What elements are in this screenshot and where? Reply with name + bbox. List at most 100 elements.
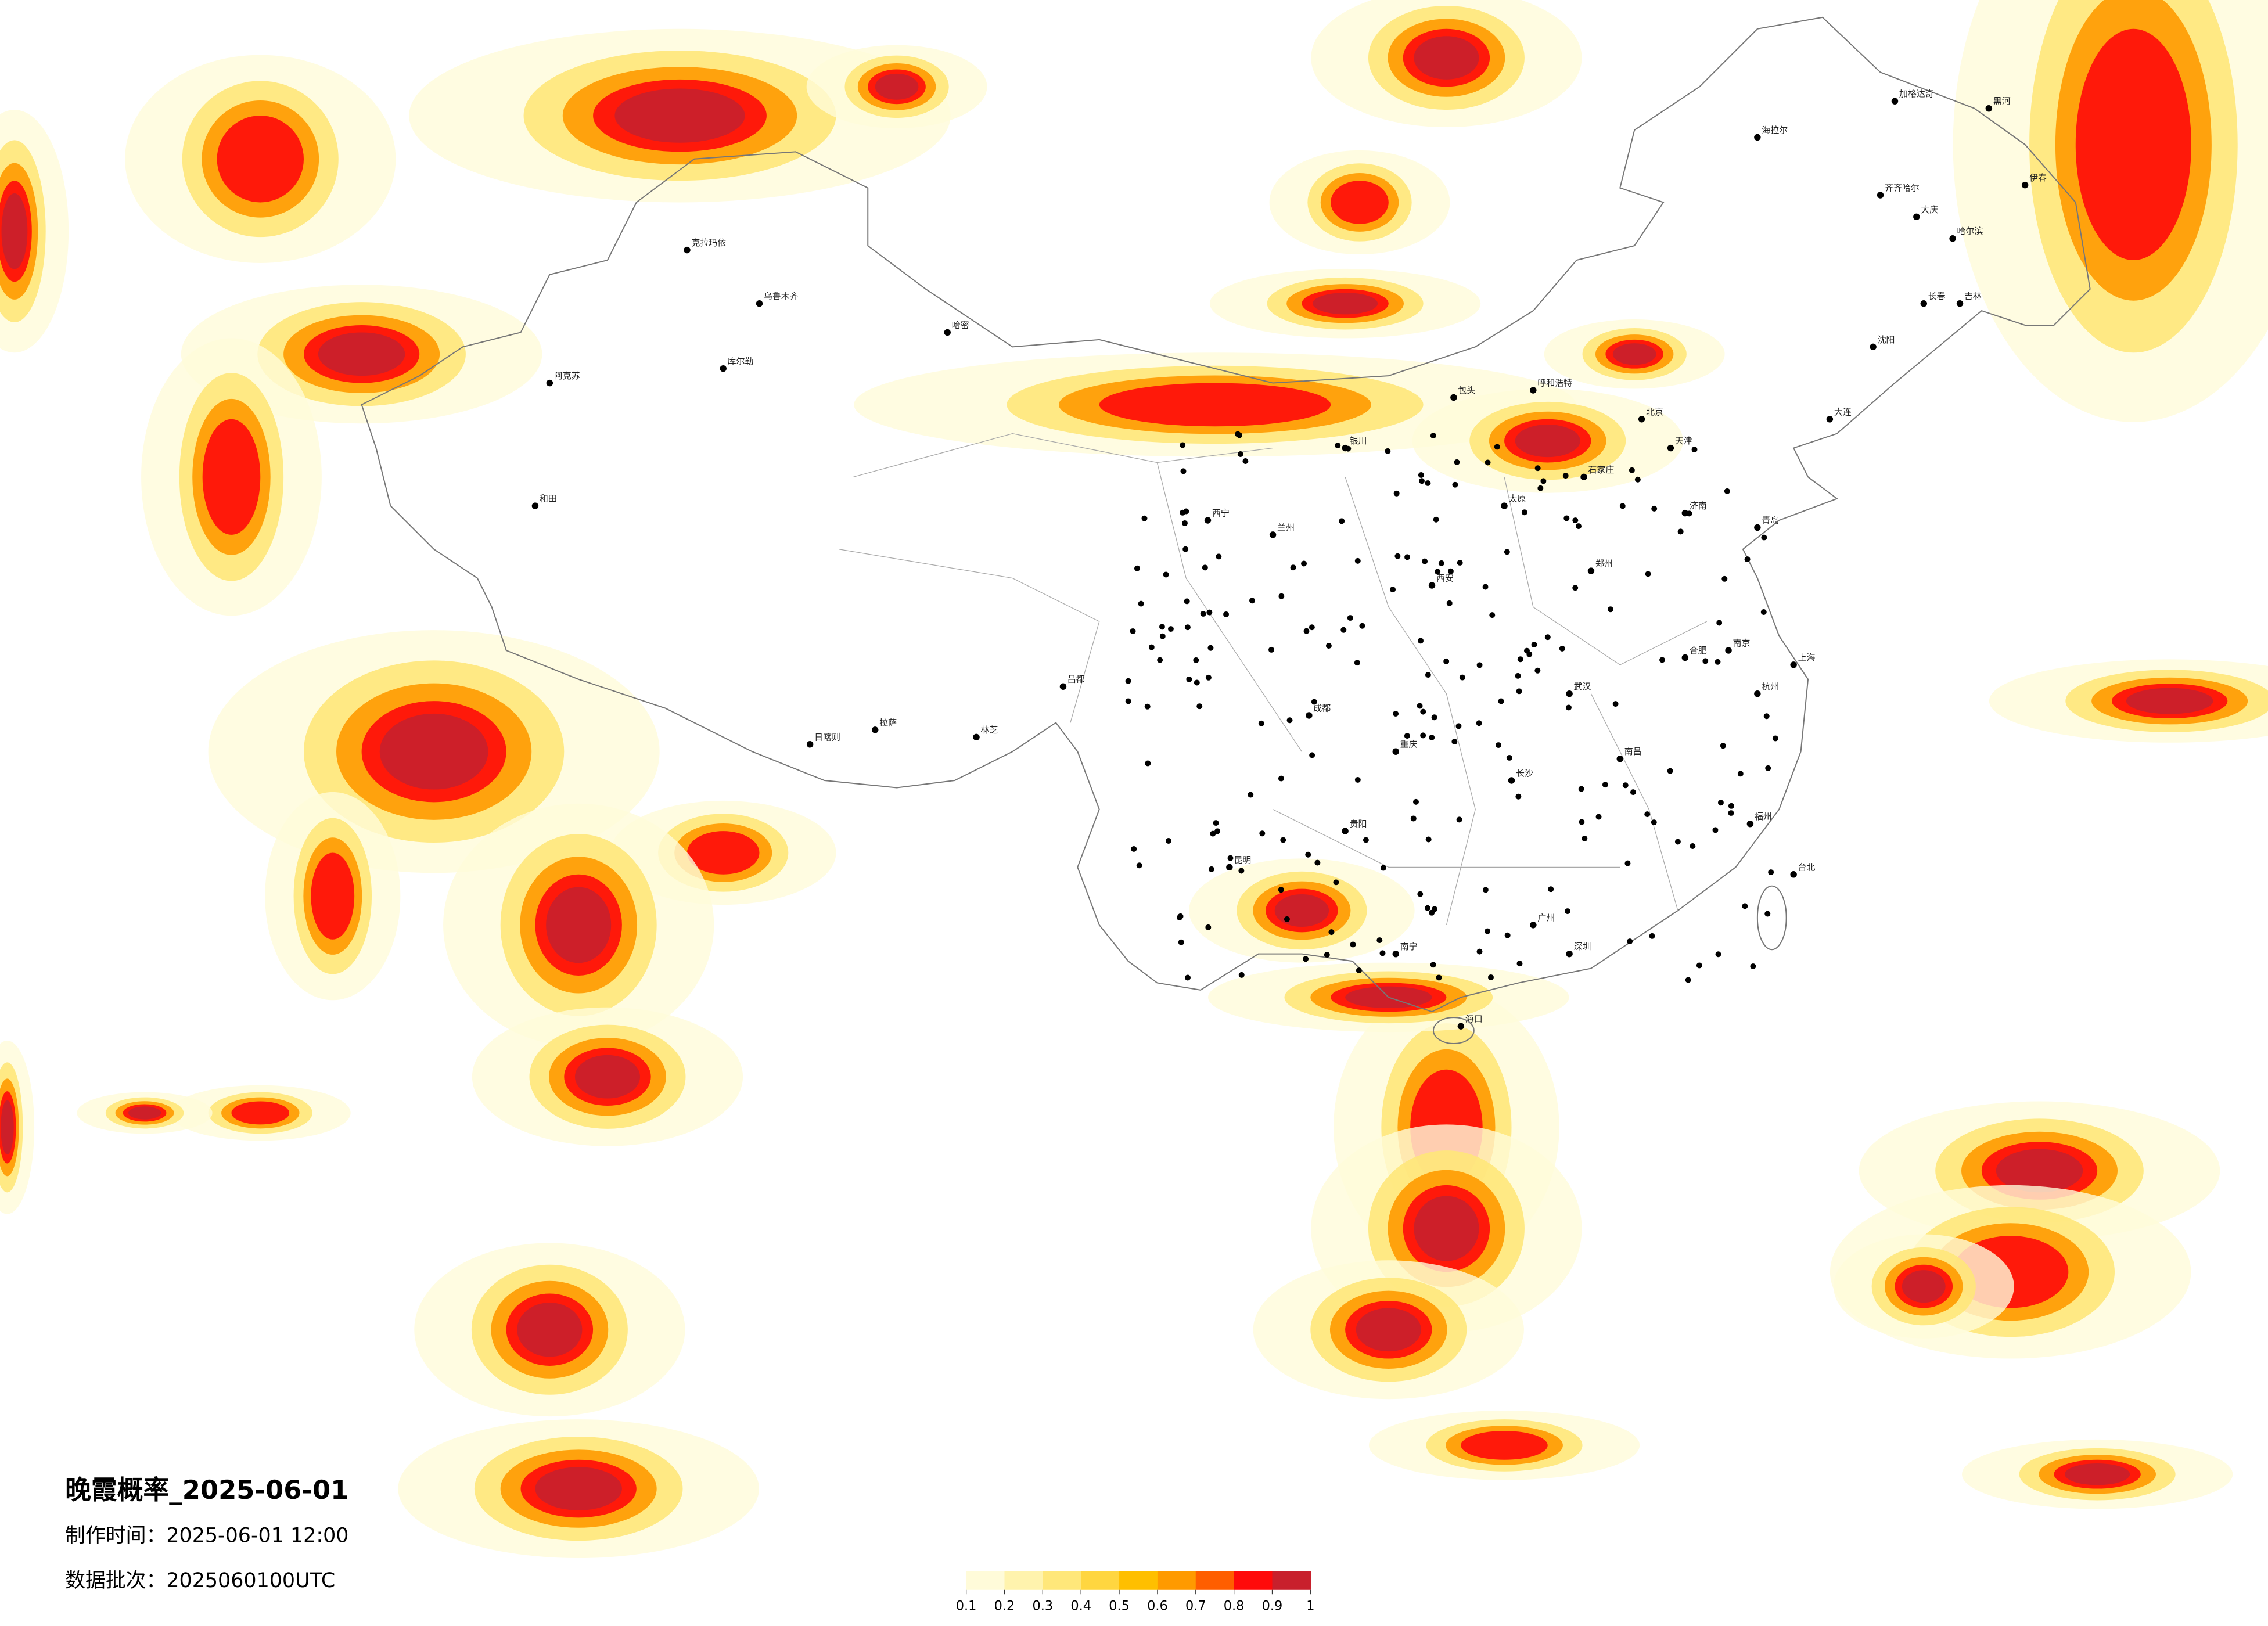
city-dot	[1380, 865, 1386, 871]
city-dot	[1685, 977, 1691, 983]
city-dot	[1607, 606, 1613, 613]
city-label: 郑州	[1595, 559, 1613, 569]
city-dot	[1737, 771, 1744, 777]
city-label: 哈尔滨	[1957, 226, 1983, 236]
city-dot	[1185, 974, 1191, 981]
city-dot	[1715, 659, 1721, 665]
city-dot	[1339, 518, 1345, 524]
map-title: 晚霞概率_2025-06-01	[65, 1474, 348, 1505]
city-dot	[1485, 928, 1491, 934]
city-dot	[1238, 868, 1245, 874]
city-dot	[1438, 560, 1444, 566]
city-dot	[1451, 739, 1458, 745]
city-dot	[1157, 657, 1163, 663]
city-dot	[1181, 520, 1188, 526]
city-dot	[1496, 742, 1501, 749]
city-label: 大连	[1834, 406, 1852, 417]
city-label: 和田	[540, 494, 557, 504]
city-label: 济南	[1690, 501, 1707, 511]
city-dot	[1565, 704, 1572, 711]
city-dot	[1485, 459, 1491, 466]
probability-patch	[535, 1467, 622, 1510]
city-dot	[1530, 387, 1537, 394]
city-dot	[1638, 416, 1645, 423]
city-dot	[1131, 846, 1137, 852]
city-dot	[1196, 703, 1203, 710]
city-dot	[1413, 798, 1419, 805]
city-dot	[1524, 647, 1530, 654]
city-dot	[1630, 789, 1636, 796]
city-dot	[1435, 569, 1441, 575]
city-dot	[1677, 528, 1684, 535]
city-dot	[1476, 662, 1483, 668]
city-dot	[1425, 836, 1432, 843]
city-dot	[1184, 624, 1191, 631]
city-dot	[1404, 733, 1410, 739]
city-label: 吉林	[1964, 291, 1982, 301]
city-dot	[1420, 708, 1426, 715]
city-label: 天津	[1675, 436, 1692, 446]
city-dot	[1949, 235, 1956, 242]
colorbar-tick-label: 0.6	[1147, 1599, 1168, 1614]
probability-patch	[2075, 28, 2192, 261]
city-dot	[1629, 467, 1635, 473]
province-borders	[839, 433, 1707, 926]
colorbar-swatch	[966, 1571, 1005, 1590]
colorbar-swatch	[1119, 1571, 1158, 1590]
city-label: 广州	[1537, 912, 1555, 923]
colorbar-tick-label: 0.1	[956, 1599, 977, 1614]
city-dot	[1145, 760, 1151, 767]
city-label: 沈阳	[1878, 334, 1895, 345]
city-label: 石家庄	[1588, 465, 1614, 475]
city-dot	[1379, 950, 1386, 956]
city-dot	[1772, 735, 1778, 742]
city-label: 北京	[1646, 406, 1663, 417]
city-dot	[1359, 623, 1365, 629]
city-dot	[1376, 937, 1383, 944]
city-label: 杭州	[1762, 681, 1779, 692]
city-dot	[1214, 828, 1221, 834]
city-dot	[1163, 571, 1169, 578]
city-label: 长春	[1928, 291, 1946, 301]
city-dot	[1602, 782, 1608, 788]
city-dot	[1226, 864, 1233, 871]
city-dot	[1504, 932, 1511, 938]
probability-field	[0, 0, 2268, 1559]
city-dot	[1750, 963, 1756, 969]
city-dot	[1634, 476, 1641, 483]
probability-patch	[1356, 1308, 1421, 1352]
city-dot	[1309, 752, 1315, 758]
colorbar-tick-label: 0.4	[1070, 1599, 1091, 1614]
city-dot	[1744, 556, 1751, 563]
city-dot	[1595, 814, 1602, 820]
city-dot	[1870, 343, 1877, 351]
city-dot	[1746, 820, 1754, 828]
colorbar-swatch	[1157, 1571, 1196, 1590]
city-dot	[1390, 587, 1396, 593]
city-dot	[1582, 835, 1588, 841]
city-dot	[1651, 819, 1657, 826]
city-dot	[1417, 703, 1423, 709]
city-dot	[1394, 553, 1401, 559]
city-label: 南京	[1733, 638, 1751, 649]
city-dot	[1720, 743, 1726, 749]
city-dot	[1494, 444, 1500, 450]
city-dot	[1159, 633, 1166, 639]
colorbar: 0.1 0.2 0.3 0.4 0.5 0.6 0.7 0.8 0.9 1	[956, 1571, 1314, 1614]
city-dot	[1356, 967, 1362, 974]
city-label: 重庆	[1400, 739, 1418, 750]
city-dot	[1418, 638, 1424, 644]
city-label: 包头	[1458, 385, 1475, 395]
city-dot	[1432, 906, 1438, 912]
probability-patch	[686, 831, 760, 875]
city-dot	[1566, 690, 1573, 697]
city-dot	[1681, 654, 1689, 661]
colorbar-swatch	[1004, 1571, 1044, 1590]
city-dot	[1530, 922, 1537, 929]
probability-patch	[2126, 688, 2213, 714]
city-dot	[1790, 871, 1797, 878]
city-dot	[1579, 819, 1585, 825]
city-dot	[1335, 443, 1341, 449]
city-dot	[1659, 657, 1666, 663]
